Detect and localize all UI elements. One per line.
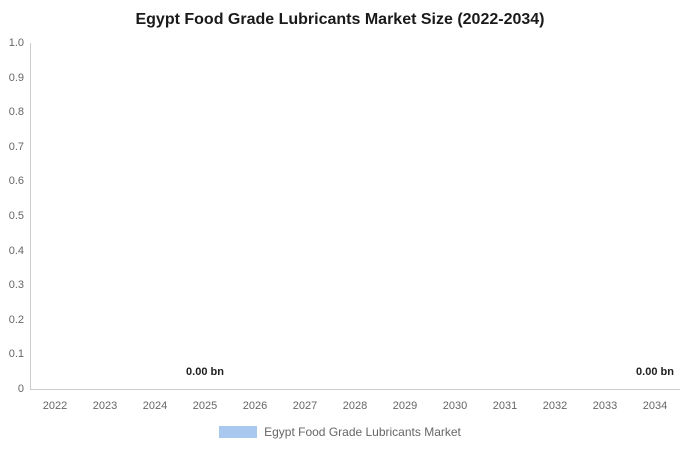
y-axis-tick-label: 1.0 <box>8 37 24 49</box>
x-axis-tick-label: 2024 <box>142 400 168 412</box>
chart-title: Egypt Food Grade Lubricants Market Size … <box>135 11 545 28</box>
y-axis-tick-label: 0.5 <box>8 210 24 222</box>
x-axis-tick-label: 2032 <box>542 400 568 412</box>
y-axis-tick-label: 0.1 <box>8 348 24 361</box>
legend-item[interactable]: Egypt Food Grade Lubricants Market <box>219 425 461 439</box>
y-axis-tick-label: 0.2 <box>8 313 24 326</box>
y-axis-tick-label: 0 <box>17 383 24 395</box>
y-axis-tick-label: 0.6 <box>8 175 24 188</box>
x-axis-line <box>30 389 680 390</box>
legend-swatch-icon <box>219 426 258 438</box>
x-axis-tick-label: 2034 <box>642 400 668 412</box>
y-axis-tick-label: 0.9 <box>8 71 24 84</box>
y-axis-tick-label: 0.7 <box>8 140 24 153</box>
x-axis-tick-label: 2026 <box>242 400 268 412</box>
x-axis-tick-label: 2023 <box>92 400 118 412</box>
legend: Egypt Food Grade Lubricants Market <box>0 425 680 439</box>
x-axis-tick-label: 2029 <box>392 400 418 412</box>
y-axis-tick-label: 0.3 <box>8 279 24 292</box>
legend-label: Egypt Food Grade Lubricants Market <box>264 425 461 439</box>
y-axis-tick-label: 0.8 <box>8 106 24 119</box>
y-axis-tick-label: 0.4 <box>8 244 24 257</box>
x-axis-tick-label: 2030 <box>442 400 468 412</box>
x-axis-tick-label: 2033 <box>592 400 618 412</box>
y-axis-line <box>30 43 31 389</box>
x-axis-tick-label: 2031 <box>492 400 518 412</box>
x-axis-tick-label: 2027 <box>292 400 318 412</box>
x-axis-tick-label: 2028 <box>342 400 368 412</box>
x-axis-tick-label: 2025 <box>192 400 218 412</box>
data-label: 0.00 bn <box>186 366 224 378</box>
data-label: 0.00 bn <box>636 366 674 378</box>
x-axis-tick-label: 2022 <box>42 400 68 412</box>
